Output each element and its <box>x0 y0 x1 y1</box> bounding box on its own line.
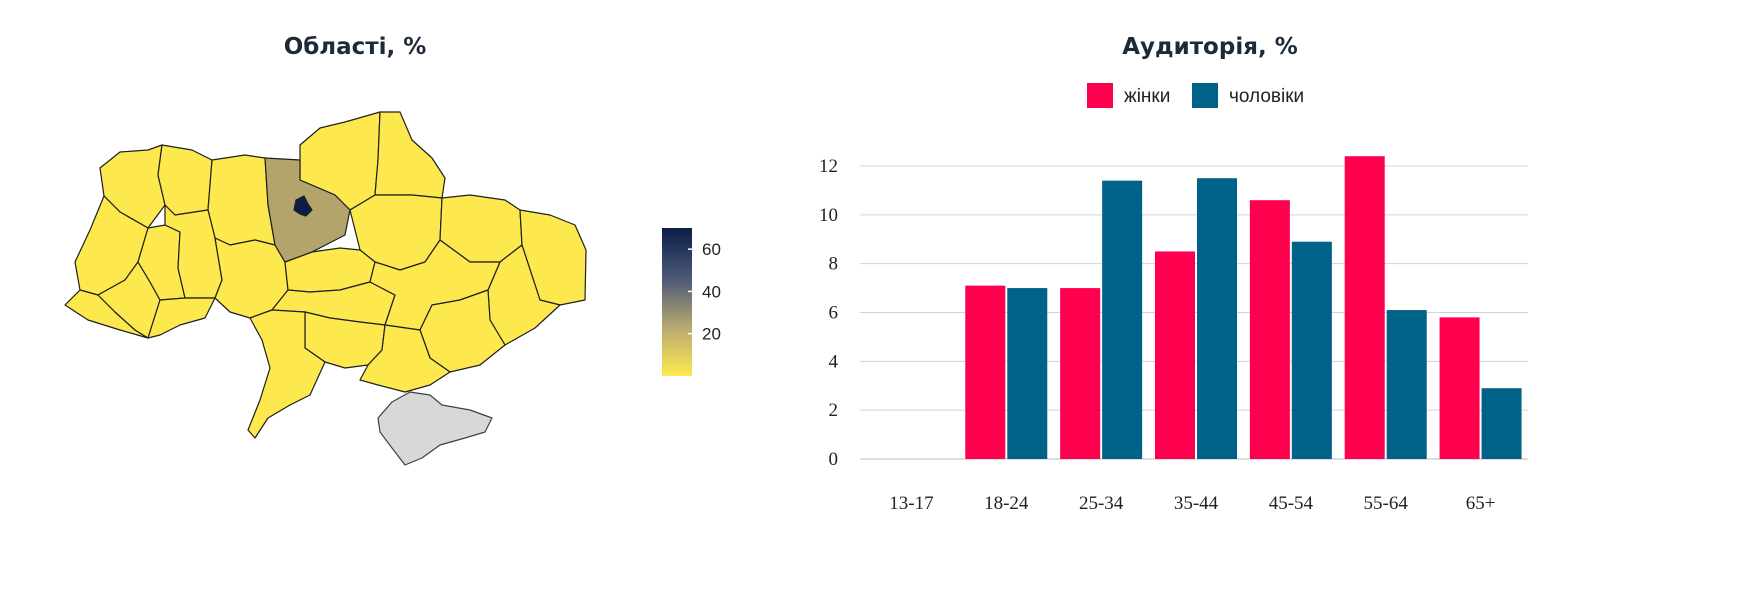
color-scale-bar <box>662 228 692 376</box>
legend-swatch <box>1087 83 1113 108</box>
x-tick-label: 25-34 <box>1079 493 1124 514</box>
map-regions <box>64 111 587 466</box>
bar-women-45-54[interactable] <box>1249 200 1290 459</box>
bar-men-18-24[interactable] <box>1007 288 1048 459</box>
bar-men-35-44[interactable] <box>1197 178 1237 460</box>
y-tick-label: 6 <box>829 303 839 324</box>
y-tick-label: 12 <box>819 156 838 177</box>
legend-label: чоловіки <box>1229 86 1304 107</box>
x-tick-label: 45-54 <box>1269 493 1314 514</box>
legend-swatch <box>1192 83 1218 108</box>
color-scale-tick-label: 60 <box>702 240 721 259</box>
x-tick-label: 35-44 <box>1174 493 1219 514</box>
chart-legend: жінки чоловіки <box>1087 83 1304 108</box>
bar-women-18-24[interactable] <box>965 285 1006 459</box>
color-scale: 60 40 20 <box>662 228 721 376</box>
color-scale-tick-label: 40 <box>702 282 721 301</box>
x-axis: 13-17 18-24 25-34 35-44 45-54 55-64 65+ <box>889 493 1495 514</box>
x-tick-label: 65+ <box>1466 493 1496 514</box>
chart-panel: Аудиторія, % жінки чоловіки 0 2 4 6 8 10 12 13-… <box>760 0 1743 598</box>
region-kyiv-city[interactable] <box>293 195 313 217</box>
audience-bar-chart: жінки чоловіки 0 2 4 6 8 10 12 13-17 18-24 25-34 3… <box>819 83 1528 514</box>
region-zhytomyr[interactable] <box>207 154 276 246</box>
map-panel: Області, % <box>0 0 760 598</box>
region-chernivtsi[interactable] <box>147 297 216 339</box>
y-tick-label: 10 <box>819 205 838 226</box>
x-tick-label: 13-17 <box>889 493 933 514</box>
chart-title: Аудиторія, % <box>1122 34 1298 60</box>
bar-women-65+[interactable] <box>1439 317 1480 459</box>
y-tick-label: 0 <box>829 449 839 470</box>
y-tick-label: 4 <box>829 351 839 372</box>
region-kherson[interactable] <box>359 324 451 393</box>
ukraine-map: 60 40 20 <box>64 111 721 466</box>
bar-men-45-54[interactable] <box>1291 241 1332 459</box>
region-odesa[interactable] <box>247 309 326 439</box>
color-scale-ticks: 60 40 20 <box>688 240 721 344</box>
y-tick-label: 8 <box>829 254 839 275</box>
bar-men-25-34[interactable] <box>1102 180 1143 459</box>
y-tick-label: 2 <box>829 400 839 421</box>
color-scale-tick-label: 20 <box>702 325 721 344</box>
bar-women-55-64[interactable] <box>1344 156 1385 459</box>
bar-women-35-44[interactable] <box>1155 251 1195 459</box>
bar-men-55-64[interactable] <box>1386 310 1427 459</box>
x-tick-label: 18-24 <box>984 493 1029 514</box>
bar-men-65+[interactable] <box>1481 388 1522 459</box>
region-rivne[interactable] <box>157 144 213 216</box>
region-sumy[interactable] <box>374 111 446 199</box>
region-crimea[interactable] <box>377 391 493 466</box>
legend-label: жінки <box>1124 86 1170 107</box>
chart-bars <box>965 156 1522 460</box>
map-title: Області, % <box>283 34 427 60</box>
x-tick-label: 55-64 <box>1364 493 1409 514</box>
y-axis: 0 2 4 6 8 10 12 <box>819 156 839 470</box>
bar-women-25-34[interactable] <box>1060 288 1101 459</box>
